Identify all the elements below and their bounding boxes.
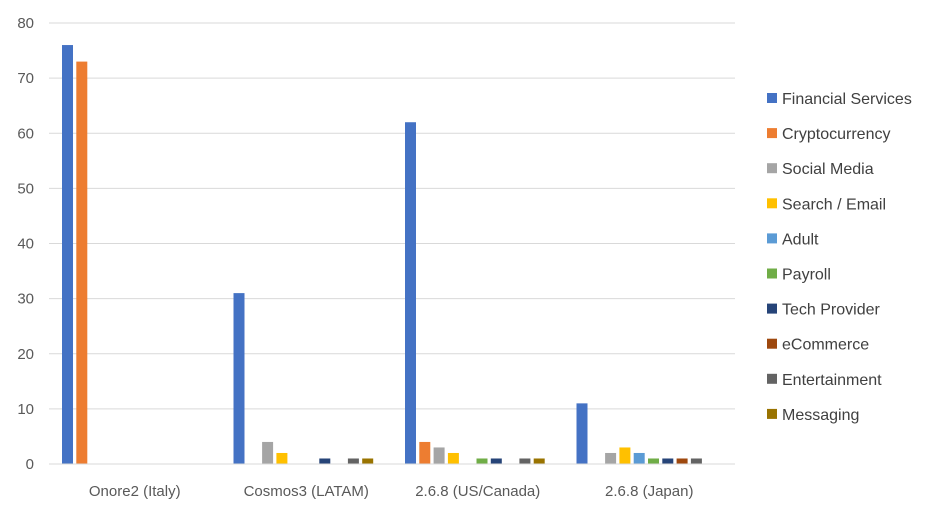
x-tick-label-2: 2.6.8 (US/Canada): [415, 483, 540, 500]
legend: Financial Services Cryptocurrency Social M…: [767, 91, 912, 424]
y-tick-label-60: 60: [17, 125, 34, 142]
legend-label-search-email: Search / Email: [782, 196, 886, 213]
y-tick-label-80: 80: [17, 15, 34, 32]
bar-tech-provider-2: [490, 458, 502, 464]
legend-swatch-ecommerce: [767, 338, 777, 349]
axes: 0 10 20 30 40 50 60 70 80 Onore2 (Italy) Cosmos3 (…: [17, 15, 735, 500]
legend-swatch-tech-provider: [767, 303, 777, 314]
bar-messaging-2: [533, 458, 545, 464]
y-tick-label-70: 70: [17, 70, 34, 87]
bar-cryptocurrency-0: [76, 61, 88, 465]
bar-cryptocurrency-2: [419, 441, 431, 464]
x-tick-label-3: 2.6.8 (Japan): [605, 483, 693, 500]
x-tick-label-1: Cosmos3 (LATAM): [244, 483, 369, 500]
bar-tech-provider-3: [662, 458, 674, 464]
bar-payroll-3: [648, 458, 659, 464]
bar-social-media-1: [262, 441, 274, 464]
legend-swatch-entertainment: [767, 373, 777, 384]
gridlines: [49, 22, 735, 410]
bar-search-email-3: [619, 447, 631, 464]
legend-swatch-search-email: [767, 198, 777, 209]
x-tick-label-0: Onore2 (Italy): [89, 483, 181, 500]
bar-messaging-1: [362, 458, 374, 464]
bars: [62, 45, 702, 465]
bar-entertainment-3: [690, 458, 702, 464]
bar-entertainment-1: [347, 458, 359, 464]
bar-financial-services-1: [233, 293, 245, 464]
legend-label-ecommerce: eCommerce: [782, 337, 869, 354]
bar-tech-provider-1: [319, 458, 331, 464]
legend-swatch-adult: [767, 233, 777, 244]
legend-label-payroll: Payroll: [782, 267, 831, 284]
legend-label-messaging: Messaging: [782, 407, 859, 424]
y-tick-label-30: 30: [17, 291, 34, 308]
bar-search-email-2: [447, 452, 459, 464]
legend-label-cryptocurrency: Cryptocurrency: [782, 126, 890, 143]
legend-swatch-messaging: [767, 408, 777, 419]
bar-ecommerce-3: [676, 458, 688, 464]
bar-search-email-1: [276, 452, 288, 464]
y-tick-label-50: 50: [17, 180, 34, 197]
legend-swatch-financial-services: [767, 93, 777, 103]
bar-entertainment-2: [519, 458, 531, 464]
bar-adult-3: [633, 452, 645, 464]
y-tick-label-20: 20: [17, 346, 34, 363]
y-tick-label-0: 0: [26, 456, 34, 473]
bar-social-media-2: [433, 447, 445, 464]
bar-financial-services-2: [405, 122, 416, 464]
legend-label-tech-provider: Tech Provider: [782, 302, 880, 319]
y-tick-label-40: 40: [17, 236, 34, 253]
bar-financial-services-3: [576, 403, 588, 464]
legend-label-social-media: Social Media: [782, 161, 874, 178]
legend-swatch-payroll: [767, 268, 777, 279]
bar-social-media-3: [605, 452, 617, 464]
legend-swatch-cryptocurrency: [767, 128, 777, 139]
legend-label-adult: Adult: [782, 231, 819, 248]
legend-label-entertainment: Entertainment: [782, 372, 882, 389]
bar-payroll-2: [476, 458, 488, 464]
legend-swatch-social-media: [767, 163, 777, 174]
bar-financial-services-0: [62, 45, 73, 465]
y-tick-label-10: 10: [17, 401, 34, 418]
legend-label-financial-services: Financial Services: [782, 91, 912, 108]
